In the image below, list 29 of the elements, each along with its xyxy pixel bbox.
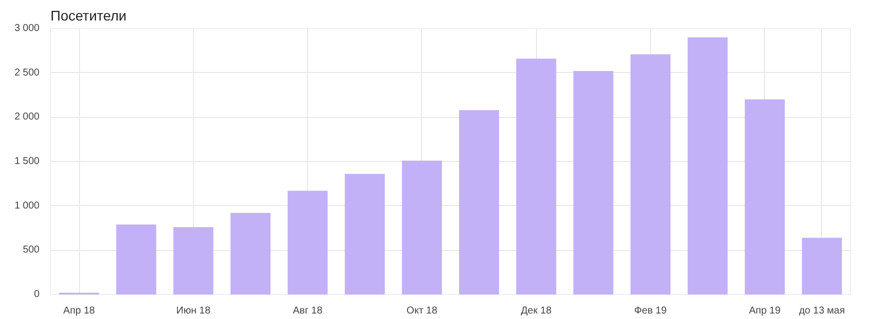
bar: [230, 212, 270, 294]
y-tick-label: 0: [34, 289, 40, 300]
bar: [688, 37, 728, 294]
bar: [116, 224, 156, 294]
bar: [630, 54, 670, 294]
x-tick-label: Апр 18: [63, 306, 96, 316]
bar: [344, 174, 385, 294]
x-tick-label: Июн 18: [176, 306, 211, 316]
y-tick-label: 1 500: [14, 156, 40, 167]
x-tick-label: до 13 мая: [798, 306, 845, 316]
y-tick-label: 2 500: [14, 67, 40, 78]
chart-title: Посетители: [50, 8, 126, 24]
bar: [173, 227, 214, 294]
x-tick-label: Авг 18: [292, 306, 323, 316]
bar: [573, 71, 614, 294]
bar: [802, 238, 842, 294]
x-tick-label: Фев 19: [634, 306, 668, 316]
bar: [402, 160, 442, 294]
x-tick-label: Апр 19: [749, 306, 781, 316]
x-tick-label: Окт 18: [406, 306, 438, 316]
x-tick-label: Дек 18: [520, 306, 552, 316]
bar: [516, 58, 556, 294]
bar: [288, 190, 328, 294]
y-tick-label: 500: [22, 244, 40, 256]
bar: [744, 99, 785, 294]
y-tick-label: 3 000: [14, 23, 40, 34]
y-tick-label: 1 000: [14, 200, 40, 212]
bar: [459, 110, 500, 294]
y-tick-label: 2 000: [14, 112, 40, 123]
